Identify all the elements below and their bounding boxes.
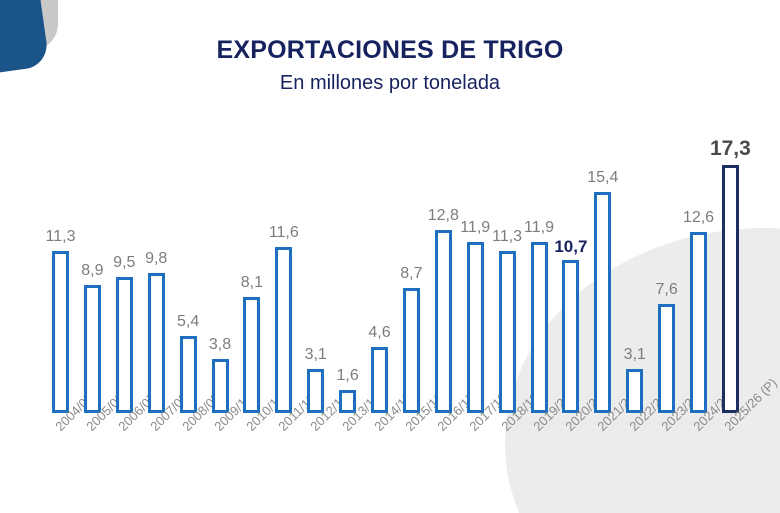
bar-value-label: 17,3	[709, 137, 751, 160]
bar-value-label: 3,8	[208, 335, 232, 353]
bar-2023-24	[658, 304, 676, 413]
bar-2008-09	[179, 335, 197, 413]
bar-2007-08	[147, 272, 165, 413]
bar-2022-23	[626, 368, 644, 413]
bar-value-label: 5,4	[176, 312, 200, 330]
page-title: EXPORTACIONES DE TRIGO	[216, 36, 564, 64]
bar-value-label: 10,7	[554, 236, 588, 256]
bar-value-label: 15,4	[587, 169, 619, 187]
bar-2006-07	[115, 276, 133, 413]
bar-value-label: 9,8	[145, 249, 168, 267]
bar-2025-26--P-	[721, 165, 739, 413]
bar-2013-14	[339, 390, 357, 413]
bar-value-label: 8,7	[400, 265, 423, 283]
bar-value-label: 12,8	[427, 206, 459, 224]
page-subtitle: En millones por tonelada	[279, 71, 501, 94]
bar-value-label: 11,9	[524, 219, 554, 237]
bar-value-label: 1,6	[336, 367, 359, 385]
bar-2024-25	[690, 232, 707, 413]
bar-2016-17	[434, 229, 452, 413]
bar-value-label: 8,1	[240, 273, 264, 291]
bar-value-label: 11,3	[492, 228, 523, 245]
bar-2009-10	[211, 358, 229, 413]
bar-2010-11	[243, 296, 261, 413]
bar-value-label: 7,6	[655, 281, 678, 299]
bar-value-label: 9,5	[113, 253, 136, 271]
bar-value-label: 12,6	[682, 209, 715, 227]
bar-2018-19	[498, 251, 516, 413]
bar-2020-21	[562, 259, 580, 413]
bar-value-label: 3,1	[623, 345, 646, 363]
bar-value-label: 4,6	[368, 324, 391, 342]
bar-value-label: 3,1	[304, 345, 327, 363]
bar-2011-12	[275, 246, 293, 413]
title-block: EXPORTACIONES DE TRIGO En millones por t…	[0, 36, 780, 95]
bar-value-label: 11,9	[460, 219, 491, 237]
bar-2012-13	[307, 368, 325, 413]
bar-value-label: 11,6	[268, 223, 299, 241]
bar-2019-20	[530, 242, 548, 413]
bar-2005-06	[83, 285, 101, 413]
bar-2014-15	[371, 347, 388, 413]
bar-2015-16	[402, 288, 420, 413]
bar-2021-22	[594, 192, 612, 413]
bar-value-label: 11,3	[45, 228, 76, 245]
bar-value-label: 8,9	[81, 262, 104, 280]
bar-2004-05	[52, 251, 69, 413]
bar-2017-18	[466, 242, 484, 413]
